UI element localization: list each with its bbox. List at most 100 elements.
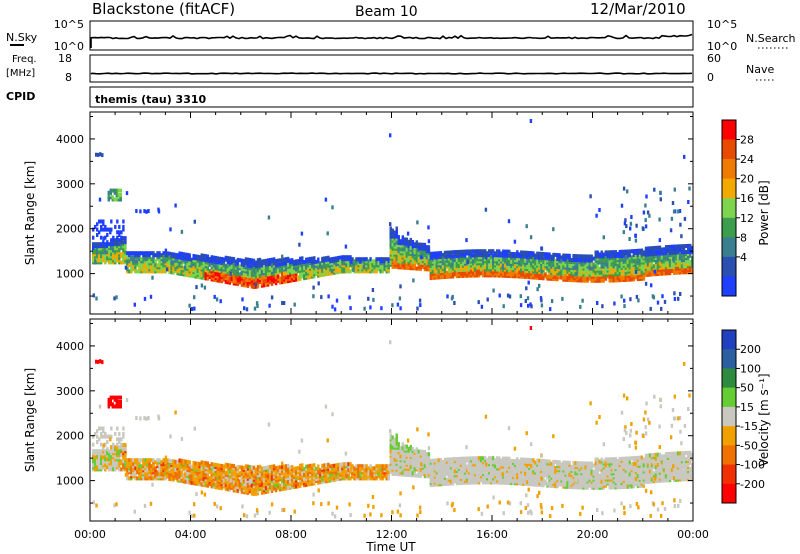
power-cell [270,267,274,272]
velocity-cell [287,465,290,470]
velocity-cell [204,473,207,478]
velocity-cell [309,463,312,468]
power-cell [546,274,549,279]
power-cell [638,248,642,253]
power-cell [664,245,668,250]
power-cell [140,259,143,264]
velocity-cell [100,465,103,470]
power-cell [630,215,633,219]
velocity-cell [319,468,322,473]
power-cell [307,265,310,270]
power-cell [574,260,577,265]
power-cell [214,268,217,273]
velocity-cell [178,476,181,481]
power-cell [387,259,390,264]
velocity-cell [367,466,370,471]
velocity-cell [246,476,250,481]
velocity-cell [301,471,304,476]
power-cell [687,247,690,252]
power-cell [190,273,193,278]
velocity-cell [303,471,306,476]
power-cell [353,259,356,264]
power-cell [365,267,368,272]
velocity-cell [377,468,380,473]
velocity-cell [305,470,308,475]
power-cell [689,260,692,264]
power-cell [188,261,191,266]
power-cell [403,249,406,254]
power-cell [238,258,242,263]
power-cell [437,257,441,262]
power-cell [204,266,207,271]
velocity-cell [307,472,310,477]
velocity-cell [188,478,191,483]
velocity-cell [188,460,191,465]
power-cell [522,260,525,265]
power-cell [266,258,270,263]
power-colorbar-swatch [722,198,736,219]
power-cell [637,298,640,303]
power-cell [204,276,207,281]
power-cell [94,260,97,265]
velocity-cell [238,479,242,484]
velocity-cell [295,466,298,471]
power-colorbar-swatch [722,120,736,140]
power-cell [348,295,351,300]
power-cell [130,269,133,274]
velocity-cell [164,466,167,471]
power-cell [407,239,410,244]
power-cell [138,257,141,262]
power-cell [379,259,382,264]
power-cell [576,262,579,267]
power-cell [524,299,527,303]
power-cell [453,254,457,259]
power-cell [498,259,501,264]
power-cell [644,218,647,223]
power-cell [622,276,625,280]
power-cell [216,264,219,269]
power-cell [203,285,207,290]
power-cell [210,255,213,260]
velocity-cell [329,474,332,479]
power-cell [433,251,437,256]
power-cell [92,235,95,240]
power-cell [383,257,386,262]
velocity-cell [240,487,244,492]
power-cell [437,251,441,256]
velocity-cell [281,479,284,483]
velocity-cell [218,473,221,478]
power-cell [431,251,435,256]
power-cell [190,257,193,262]
velocity-cell [285,480,288,485]
power-cell [550,254,553,259]
velocity-cell [393,441,396,446]
power-cell [126,255,129,260]
power-cell [622,255,625,260]
power-cell [660,267,664,272]
power-cell [614,266,617,271]
velocity-cell [170,459,173,464]
power-cell [101,153,104,158]
power-cell [614,256,617,261]
power-cell [586,276,589,281]
power-cell [309,261,312,265]
velocity-cell [293,472,296,477]
power-cell [638,266,642,271]
power-cell [566,253,569,258]
power-cell [325,266,328,271]
power-cell [100,224,103,229]
velocity-cell [289,471,292,476]
power-cell [96,242,99,247]
velocity-cell [192,467,195,472]
power-cell [554,275,557,280]
power-cell [618,274,621,279]
velocity-cell [126,458,129,463]
power-cell [110,252,113,257]
velocity-cell [182,459,185,464]
velocity-cell [154,460,157,465]
velocity-cell [128,466,131,471]
power-cell [465,249,469,254]
velocity-cell [196,461,199,466]
power-cell [558,253,561,258]
velocity-cell [238,465,242,470]
